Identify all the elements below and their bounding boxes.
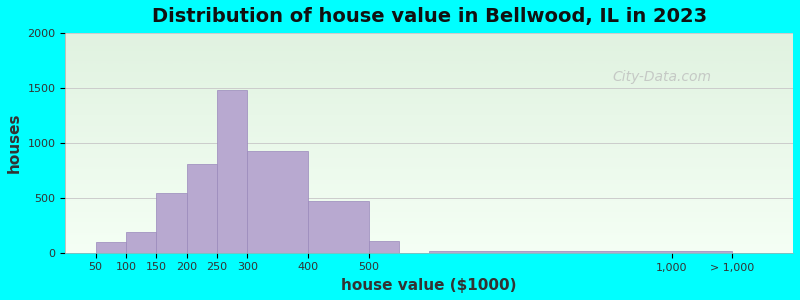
Bar bbox=[186, 164, 217, 253]
Title: Distribution of house value in Bellwood, IL in 2023: Distribution of house value in Bellwood,… bbox=[152, 7, 706, 26]
Bar bbox=[126, 232, 156, 253]
Bar bbox=[217, 90, 247, 253]
Bar bbox=[96, 242, 126, 253]
Text: City-Data.com: City-Data.com bbox=[613, 70, 711, 84]
Bar bbox=[247, 151, 308, 253]
Bar bbox=[308, 201, 369, 253]
Bar bbox=[430, 251, 733, 253]
Y-axis label: houses: houses bbox=[7, 113, 22, 173]
Bar bbox=[156, 194, 186, 253]
X-axis label: house value ($1000): house value ($1000) bbox=[342, 278, 517, 293]
Bar bbox=[369, 241, 399, 253]
